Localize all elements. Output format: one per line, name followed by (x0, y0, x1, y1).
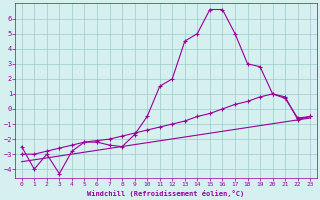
X-axis label: Windchill (Refroidissement éolien,°C): Windchill (Refroidissement éolien,°C) (87, 190, 244, 197)
